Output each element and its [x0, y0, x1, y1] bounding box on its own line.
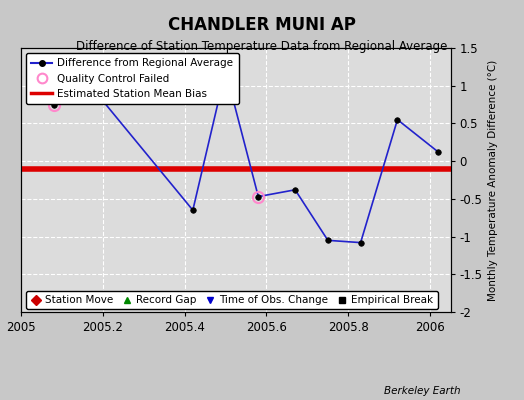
- Text: Berkeley Earth: Berkeley Earth: [385, 386, 461, 396]
- Y-axis label: Monthly Temperature Anomaly Difference (°C): Monthly Temperature Anomaly Difference (…: [488, 59, 498, 301]
- Text: CHANDLER MUNI AP: CHANDLER MUNI AP: [168, 16, 356, 34]
- Text: Difference of Station Temperature Data from Regional Average: Difference of Station Temperature Data f…: [77, 40, 447, 53]
- Legend: Station Move, Record Gap, Time of Obs. Change, Empirical Break: Station Move, Record Gap, Time of Obs. C…: [26, 291, 438, 310]
